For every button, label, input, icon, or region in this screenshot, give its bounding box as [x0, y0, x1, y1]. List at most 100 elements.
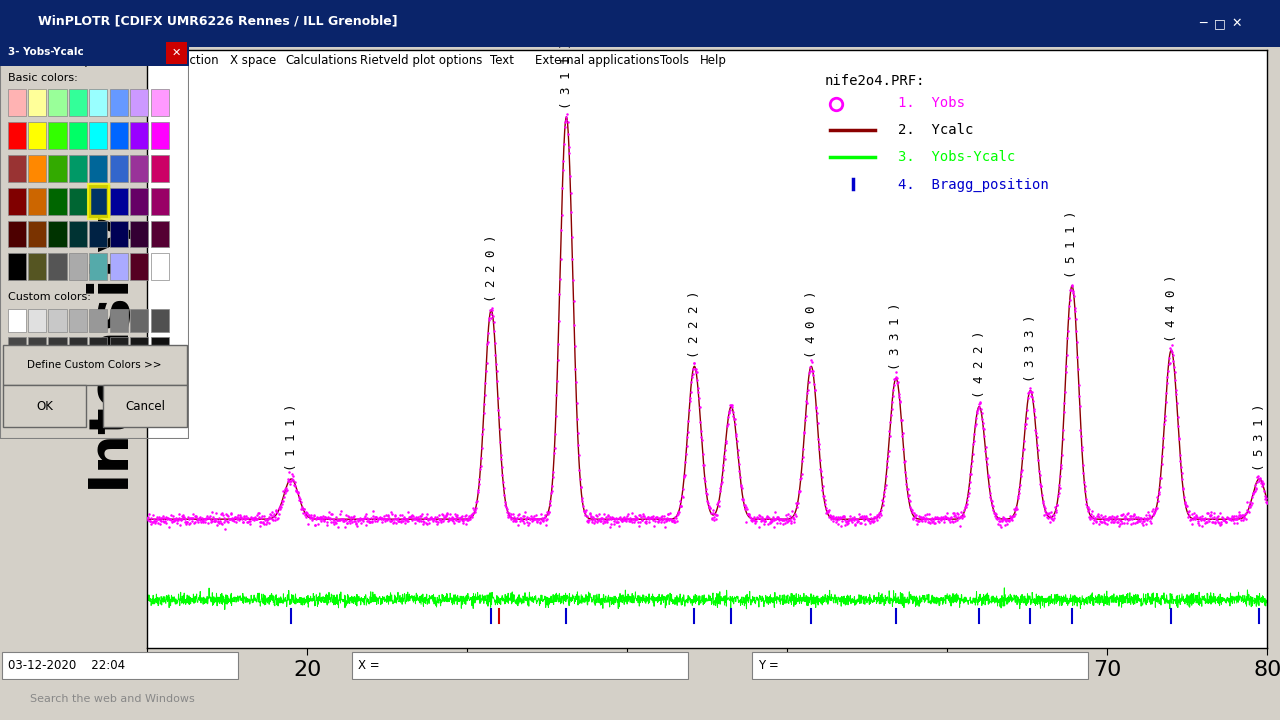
Bar: [131, 155, 148, 182]
Bar: [8, 122, 26, 149]
Text: Custom colors:: Custom colors:: [8, 292, 91, 302]
Bar: [8, 188, 26, 215]
Bar: [151, 337, 169, 361]
Bar: [28, 155, 46, 182]
Bar: [49, 122, 67, 149]
Y-axis label: Intensity: Intensity: [82, 210, 136, 488]
Bar: [110, 253, 128, 280]
Text: 1.  Yobs: 1. Yobs: [897, 96, 965, 110]
Bar: [131, 220, 148, 248]
Text: X space: X space: [230, 54, 276, 67]
Text: Tools: Tools: [660, 54, 689, 67]
Text: 3.  Yobs-Ycalc: 3. Yobs-Ycalc: [897, 150, 1015, 164]
Bar: [69, 122, 87, 149]
Text: Options: Options: [76, 54, 120, 67]
Bar: [8, 308, 26, 332]
Text: ✕: ✕: [1231, 17, 1242, 30]
Text: ( 4 4 0 ): ( 4 4 0 ): [1165, 274, 1178, 342]
Bar: [352, 652, 689, 679]
Text: 2.  Ycalc: 2. Ycalc: [897, 123, 973, 138]
Text: Help: Help: [700, 54, 727, 67]
Text: ( 4 2 2 ): ( 4 2 2 ): [973, 331, 986, 398]
Bar: [90, 308, 108, 332]
Bar: [151, 89, 169, 117]
Bar: [87, 184, 109, 219]
Bar: [28, 220, 46, 248]
Text: ─: ─: [1199, 17, 1207, 30]
Bar: [110, 337, 128, 361]
Text: Basic colors:: Basic colors:: [8, 73, 77, 83]
Text: Points Selection: Points Selection: [125, 54, 219, 67]
FancyBboxPatch shape: [3, 346, 187, 385]
Bar: [90, 89, 108, 117]
Text: Plot: Plot: [40, 54, 63, 67]
Bar: [90, 155, 108, 182]
Bar: [28, 308, 46, 332]
Bar: [0, 40, 189, 66]
Bar: [151, 188, 169, 215]
Bar: [28, 337, 46, 361]
Bar: [69, 188, 87, 215]
Bar: [8, 220, 26, 248]
Bar: [3, 652, 238, 679]
Text: Search the web and Windows: Search the web and Windows: [29, 694, 195, 704]
Bar: [131, 308, 148, 332]
Text: Define Custom Colors >>: Define Custom Colors >>: [27, 360, 163, 370]
Text: 4.  Bragg_position: 4. Bragg_position: [897, 178, 1048, 192]
Text: ( 3 1 1 ): ( 3 1 1 ): [559, 41, 573, 109]
Text: Rietveld plot options: Rietveld plot options: [360, 54, 483, 67]
Bar: [8, 89, 26, 117]
Bar: [8, 155, 26, 182]
Bar: [151, 308, 169, 332]
Bar: [131, 188, 148, 215]
Bar: [90, 122, 108, 149]
FancyBboxPatch shape: [3, 385, 86, 427]
Text: X =: X =: [358, 659, 380, 672]
Text: OK: OK: [36, 400, 52, 413]
Text: Cancel: Cancel: [125, 400, 165, 413]
Bar: [151, 122, 169, 149]
Bar: [49, 220, 67, 248]
Bar: [131, 337, 148, 361]
Text: 03-12-2020    22:04: 03-12-2020 22:04: [8, 659, 125, 672]
Bar: [151, 253, 169, 280]
Bar: [28, 122, 46, 149]
Bar: [131, 89, 148, 117]
Bar: [90, 220, 108, 248]
Bar: [151, 220, 169, 248]
Bar: [110, 188, 128, 215]
Text: □: □: [1213, 17, 1226, 30]
Bar: [28, 188, 46, 215]
Bar: [88, 186, 109, 216]
Text: ( 5 3 1 ): ( 5 3 1 ): [1253, 403, 1266, 471]
Text: 3- Yobs-Ycalc: 3- Yobs-Ycalc: [8, 48, 83, 58]
Text: File: File: [8, 54, 28, 67]
Text: ( 5 1 1 ): ( 5 1 1 ): [1065, 210, 1079, 278]
Bar: [151, 155, 169, 182]
Bar: [69, 155, 87, 182]
Bar: [69, 220, 87, 248]
Bar: [166, 42, 187, 64]
Bar: [90, 253, 108, 280]
Bar: [131, 122, 148, 149]
Bar: [49, 337, 67, 361]
Bar: [49, 253, 67, 280]
Text: ( 3 3 1 ): ( 3 3 1 ): [890, 303, 902, 370]
FancyBboxPatch shape: [104, 385, 187, 427]
Bar: [28, 89, 46, 117]
Bar: [49, 188, 67, 215]
Text: nife2o4.PRF:: nife2o4.PRF:: [824, 74, 925, 89]
Text: ( 4 0 0 ): ( 4 0 0 ): [805, 291, 818, 359]
Bar: [90, 337, 108, 361]
Text: Y =: Y =: [758, 659, 778, 672]
Bar: [49, 308, 67, 332]
Bar: [69, 89, 87, 117]
Bar: [110, 155, 128, 182]
Bar: [49, 89, 67, 117]
Text: ( 2 2 2 ): ( 2 2 2 ): [687, 291, 701, 359]
Bar: [69, 308, 87, 332]
Text: ( 3 3 3 ): ( 3 3 3 ): [1024, 315, 1037, 382]
Bar: [110, 220, 128, 248]
Bar: [28, 253, 46, 280]
Bar: [110, 122, 128, 149]
